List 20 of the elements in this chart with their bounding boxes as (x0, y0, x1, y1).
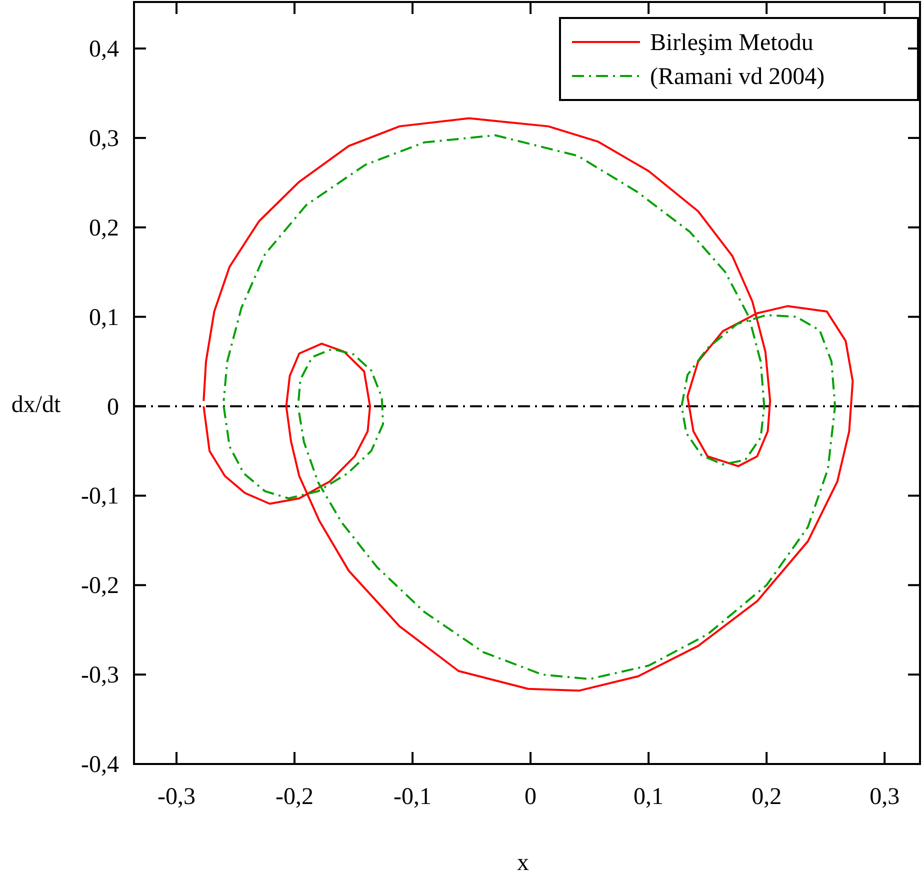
y-tick-label: -0,1 (81, 484, 119, 510)
y-tick-label: -0,2 (81, 573, 119, 600)
y-tick-label: 0,2 (89, 215, 119, 242)
x-tick-label: 0,3 (870, 784, 900, 810)
x-tick-label: 0,2 (752, 784, 782, 810)
x-tick-label: 0 (524, 784, 537, 810)
y-tick-label: -0,3 (81, 662, 119, 689)
legend-label: (Ramani vd 2004) (650, 64, 825, 90)
legend-label: Birleşim Metodu (650, 30, 814, 56)
y-tick-label: -0,4 (81, 752, 119, 778)
x-axis-title: x (517, 850, 529, 876)
x-tick-label: -0,2 (276, 784, 314, 810)
y-axis-title: dx/dt (11, 392, 61, 418)
y-tick-label: 0 (107, 394, 119, 420)
y-tick-label: 0,4 (89, 36, 119, 63)
y-tick-label: 0,3 (89, 126, 119, 152)
x-tick-label: -0,1 (394, 784, 432, 810)
x-tick-label: 0,1 (634, 784, 664, 810)
y-tick-label: 0,1 (89, 304, 119, 331)
x-tick-label: -0,3 (157, 784, 196, 810)
